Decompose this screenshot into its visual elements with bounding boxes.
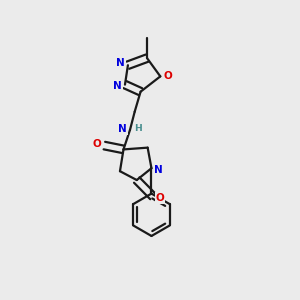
Text: N: N (113, 81, 122, 91)
Text: H: H (134, 124, 142, 133)
Text: O: O (156, 193, 165, 203)
Text: O: O (163, 71, 172, 81)
Text: O: O (93, 139, 101, 149)
Text: N: N (116, 58, 125, 68)
Text: N: N (154, 165, 163, 175)
Text: N: N (118, 124, 127, 134)
